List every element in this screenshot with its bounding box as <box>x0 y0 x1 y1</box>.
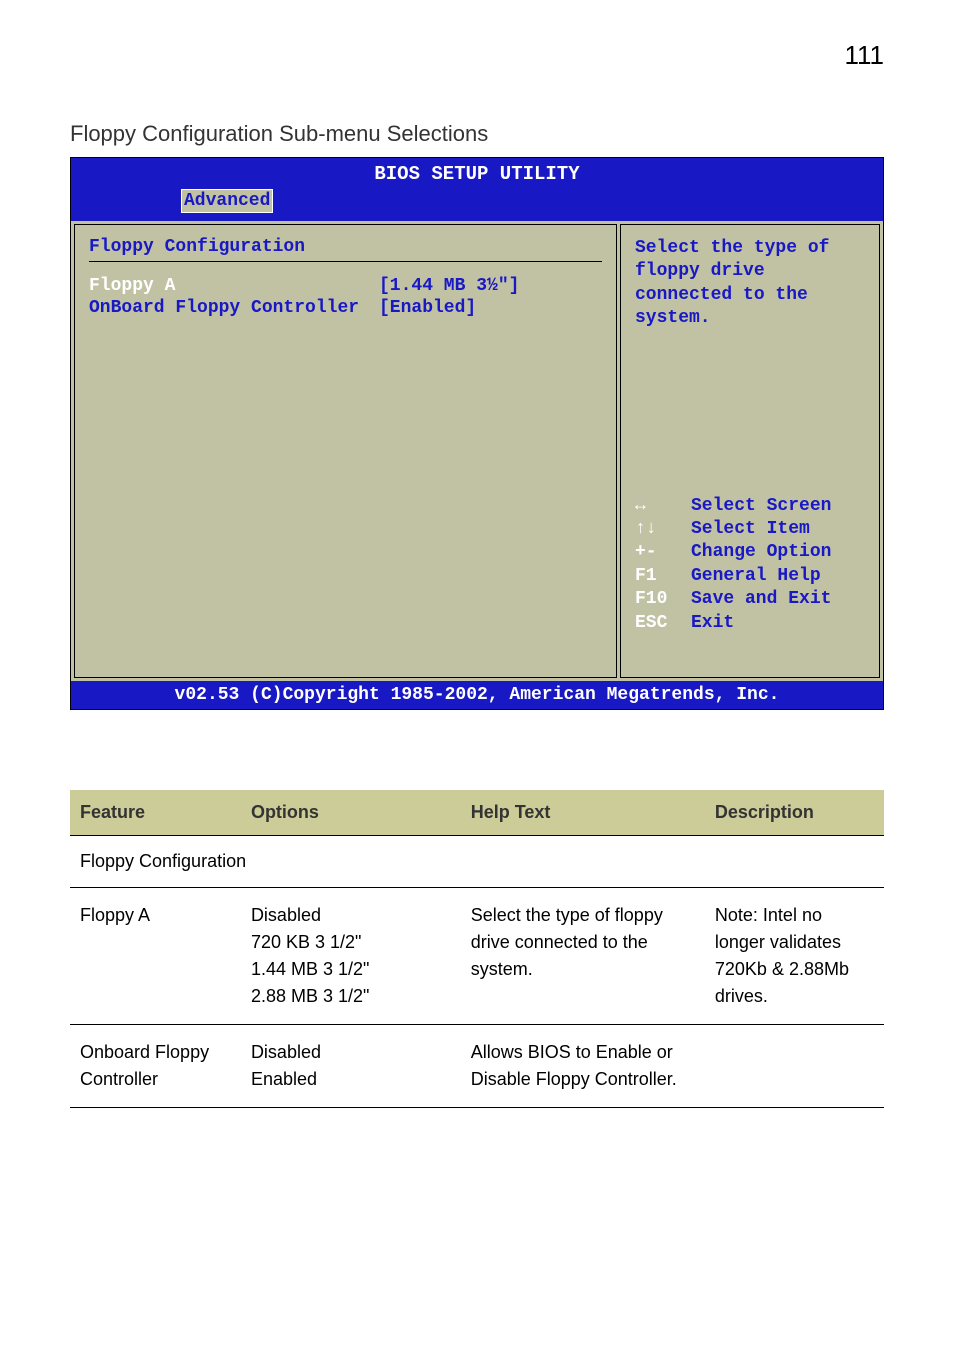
table-row: Onboard Floppy Controller Disabled Enabl… <box>70 1025 884 1108</box>
table-cell-help: Select the type of floppy drive connecte… <box>461 888 705 1025</box>
bios-footer: v02.53 (C)Copyright 1985-2002, American … <box>71 681 883 709</box>
bios-window: BIOS SETUP UTILITY Advanced Floppy Confi… <box>70 157 884 710</box>
bios-value: [1.44 MB 3½"] <box>379 276 519 296</box>
bios-nav-key: F10 <box>635 588 691 611</box>
bios-nav-row: F10 Save and Exit <box>635 588 865 611</box>
bios-nav-row: F1 General Help <box>635 565 865 588</box>
bios-nav-row: ESC Exit <box>635 612 865 635</box>
bios-option-floppy-a[interactable]: Floppy A [1.44 MB 3½"] <box>89 276 602 296</box>
table-cell-options: Disabled 720 KB 3 1/2" 1.44 MB 3 1/2" 2.… <box>241 888 461 1025</box>
bios-tab-advanced[interactable]: Advanced <box>181 189 273 213</box>
table-header-help: Help Text <box>461 790 705 836</box>
bios-config-title: Floppy Configuration <box>89 237 602 257</box>
bios-title: BIOS SETUP UTILITY <box>81 163 873 185</box>
bios-nav-key: ESC <box>635 612 691 635</box>
table-subheader-row: Floppy Configuration <box>70 836 884 888</box>
bios-divider <box>89 261 602 262</box>
table-subheader: Floppy Configuration <box>70 836 884 888</box>
bios-help-text: Select the type of floppy drive connecte… <box>635 237 865 331</box>
bios-nav-row: ↔ Select Screen <box>635 495 865 518</box>
table-row: Floppy A Disabled 720 KB 3 1/2" 1.44 MB … <box>70 888 884 1025</box>
bios-nav-key: ↔ <box>635 495 691 518</box>
table-cell-feature: Onboard Floppy Controller <box>70 1025 241 1108</box>
bios-nav-key: F1 <box>635 565 691 588</box>
table-header-feature: Feature <box>70 790 241 836</box>
bios-body: Floppy Configuration Floppy A [1.44 MB 3… <box>71 221 883 681</box>
bios-nav-action: Exit <box>691 612 734 635</box>
bios-nav-row: +- Change Option <box>635 541 865 564</box>
bios-nav-key: ↑↓ <box>635 518 691 541</box>
table-header-description: Description <box>705 790 884 836</box>
section-title: Floppy Configuration Sub-menu Selections <box>70 121 884 147</box>
bios-nav-action: Save and Exit <box>691 588 831 611</box>
bios-nav: ↔ Select Screen ↑↓ Select Item +- Change… <box>635 495 865 635</box>
bios-left-panel: Floppy Configuration Floppy A [1.44 MB 3… <box>74 224 617 678</box>
table-header-options: Options <box>241 790 461 836</box>
bios-label: OnBoard Floppy Controller <box>89 298 379 318</box>
table-cell-help: Allows BIOS to Enable or Disable Floppy … <box>461 1025 705 1108</box>
bios-nav-action: Select Screen <box>691 495 831 518</box>
bios-label: Floppy A <box>89 276 379 296</box>
feature-table: Feature Options Help Text Description Fl… <box>70 790 884 1108</box>
bios-option-onboard-floppy[interactable]: OnBoard Floppy Controller [Enabled] <box>89 298 602 318</box>
table-cell-description: Note: Intel no longer validates 720Kb & … <box>705 888 884 1025</box>
bios-nav-row: ↑↓ Select Item <box>635 518 865 541</box>
bios-nav-action: Select Item <box>691 518 810 541</box>
bios-nav-action: Change Option <box>691 541 831 564</box>
bios-value: [Enabled] <box>379 298 476 318</box>
page-number: 111 <box>70 40 884 71</box>
table-header-row: Feature Options Help Text Description <box>70 790 884 836</box>
bios-header: BIOS SETUP UTILITY Advanced <box>71 158 883 221</box>
bios-nav-key: +- <box>635 541 691 564</box>
table-cell-feature: Floppy A <box>70 888 241 1025</box>
table-cell-description <box>705 1025 884 1108</box>
bios-right-panel: Select the type of floppy drive connecte… <box>620 224 880 678</box>
bios-nav-action: General Help <box>691 565 821 588</box>
table-cell-options: Disabled Enabled <box>241 1025 461 1108</box>
